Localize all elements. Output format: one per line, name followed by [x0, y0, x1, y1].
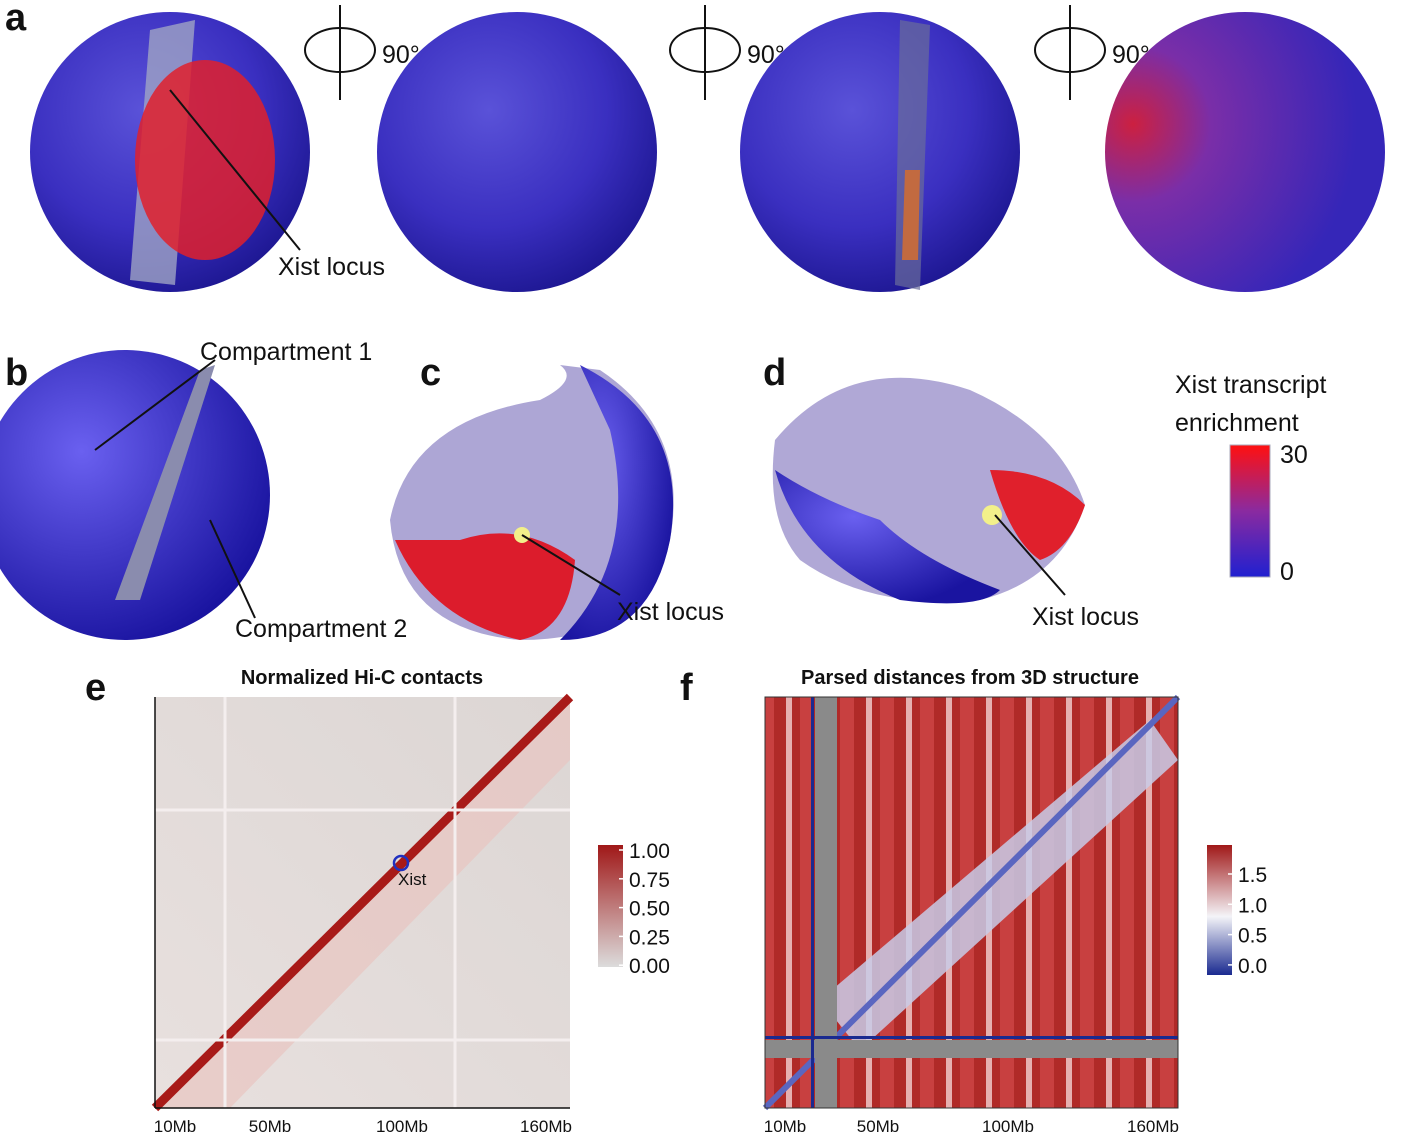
xist-marker: [392, 854, 410, 872]
pointer: [209, 519, 256, 619]
x-tick-label: 100Mb: [982, 1117, 1034, 1136]
annotation: Xist locus: [278, 253, 385, 281]
annotation: Xist: [398, 870, 427, 889]
colorbar-tick: 0.0: [1238, 955, 1267, 978]
pointer: [521, 534, 621, 596]
heatmap-stripe: [765, 1036, 1178, 1039]
shell-front: [775, 470, 1000, 604]
legend-title: Xist transcript: [1175, 371, 1326, 399]
colorbar-tick: 0.00: [629, 955, 670, 978]
rotation-label: 90°: [747, 41, 785, 69]
x-tick-label: 100Mb: [376, 1117, 428, 1136]
colorbar-tick: 30: [1280, 441, 1308, 469]
shell-front: [560, 365, 674, 640]
x-tick-label: 50Mb: [249, 1117, 292, 1136]
panel-title: Parsed distances from 3D structure: [801, 667, 1139, 689]
panel-label: a: [5, 0, 27, 39]
annotation: Compartment 1: [200, 338, 372, 366]
red-region: [990, 470, 1085, 560]
x-tick-label: 10Mb: [764, 1117, 807, 1136]
x-tick-label: 160Mb: [1127, 1117, 1179, 1136]
xist-marker: [982, 505, 1002, 525]
sphere: [740, 12, 1020, 292]
red-region: [395, 533, 575, 640]
pointer: [94, 359, 216, 451]
annotation: Compartment 2: [235, 615, 407, 643]
colorbar-tick: 1.00: [629, 840, 670, 863]
panel-label: b: [5, 352, 28, 394]
colorbar-tick: 1.0: [1238, 894, 1267, 917]
colorbar: [1229, 444, 1271, 578]
red-region: [135, 60, 275, 260]
annotation: Xist locus: [1032, 603, 1139, 631]
panel-label: d: [763, 352, 786, 394]
colorbar: [1207, 845, 1232, 975]
pointer: [169, 89, 301, 251]
colorbar-tick: 0.50: [629, 898, 670, 921]
sphere: [1105, 12, 1385, 292]
colorbar-tick: 0.25: [629, 926, 670, 949]
panel-label: e: [85, 667, 106, 709]
colorbar-tick: 0.5: [1238, 925, 1267, 948]
rotation-label: 90°: [1112, 41, 1150, 69]
x-tick-label: 160Mb: [520, 1117, 572, 1136]
x-tick-label: 10Mb: [154, 1117, 197, 1136]
rotation-label: 90°: [382, 41, 420, 69]
x-tick-label: 50Mb: [857, 1117, 900, 1136]
annotation: Xist locus: [617, 598, 724, 626]
colorbar-tick: 1.5: [1238, 864, 1267, 887]
sphere: [0, 350, 270, 640]
legend-title: enrichment: [1175, 409, 1299, 437]
red-region: [902, 170, 920, 260]
panel-label: f: [680, 667, 693, 709]
cleft: [115, 365, 215, 600]
axis: [764, 696, 1179, 1109]
colorbar: [598, 845, 623, 967]
panel-label: c: [420, 352, 441, 394]
heatmap-stripe: [811, 697, 814, 1108]
rotation-icon: [304, 5, 1106, 100]
colorbar-tick: 0: [1280, 558, 1294, 586]
pointer: [994, 514, 1066, 596]
panel-title: Normalized Hi-C contacts: [241, 667, 483, 689]
heatmap-stripe: [815, 697, 837, 1108]
colorbar-tick: 0.75: [629, 869, 670, 892]
heatmap-stripe: [765, 1040, 1178, 1058]
sphere: [377, 12, 657, 292]
